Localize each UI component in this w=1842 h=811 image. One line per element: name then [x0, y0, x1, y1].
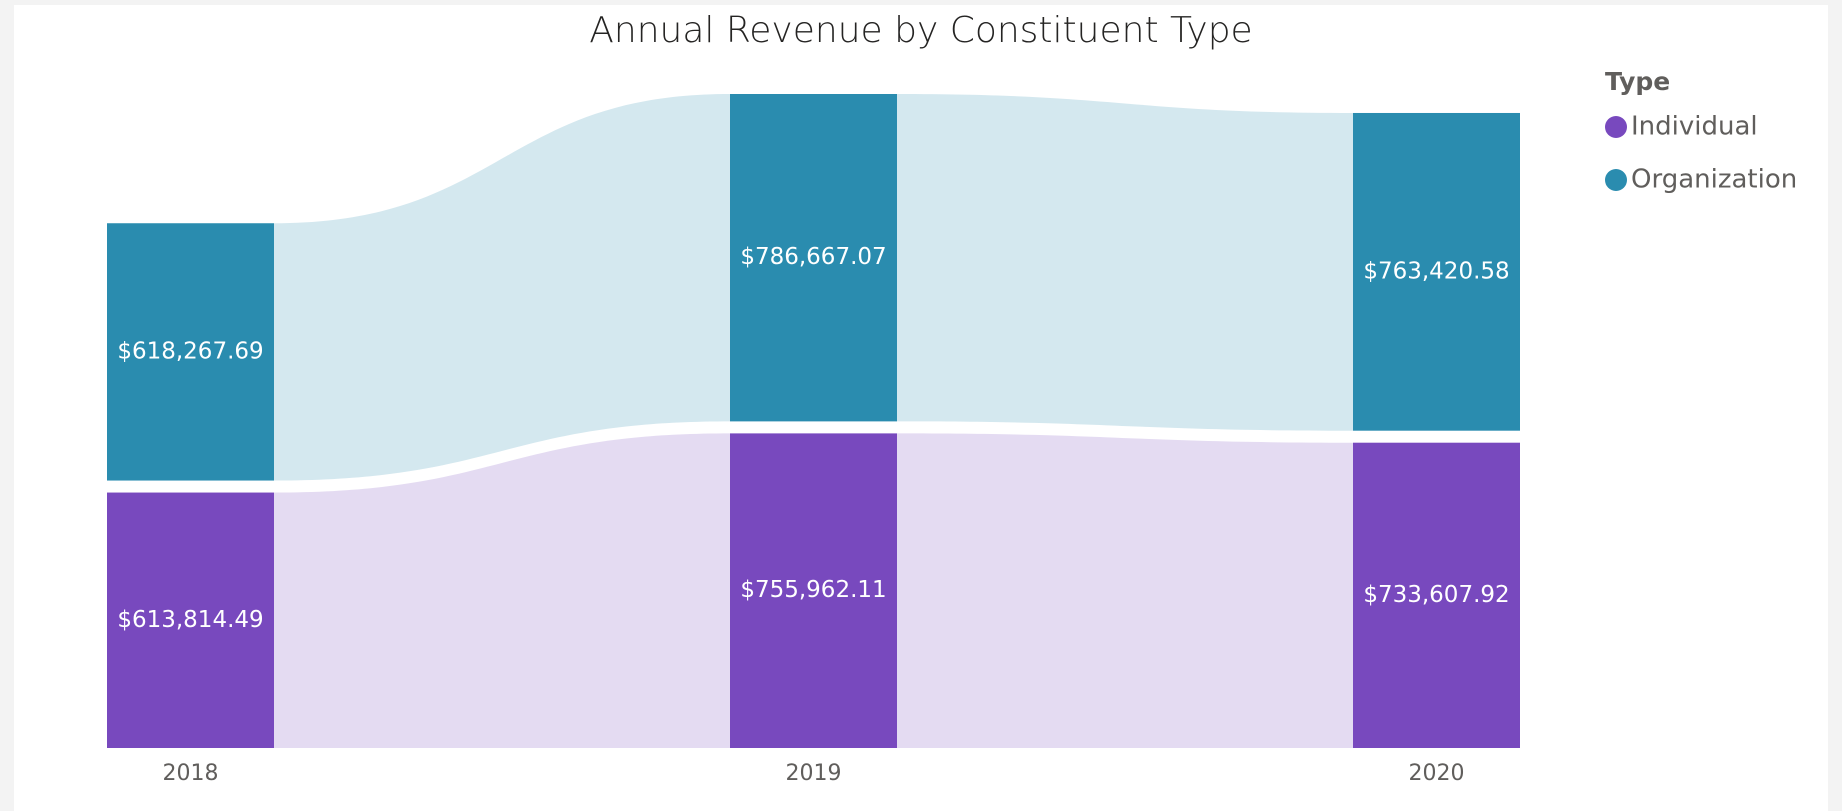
- legend-marker: [1605, 116, 1627, 138]
- ribbon: [897, 433, 1353, 748]
- bar-segment: [1353, 112, 1520, 431]
- bar-segment: [730, 94, 897, 422]
- bar-segment: [107, 492, 274, 748]
- legend-label: Organization: [1631, 165, 1797, 195]
- data-label: $763,420.58: [1363, 258, 1509, 284]
- data-label: $618,267.69: [117, 338, 263, 364]
- panel: [14, 5, 1828, 811]
- legend-label: Individual: [1631, 112, 1758, 142]
- data-label: $786,667.07: [740, 244, 886, 270]
- ribbon: [274, 433, 730, 748]
- ribbon: [274, 94, 730, 481]
- ribbons: [274, 94, 1353, 748]
- x-tick-label: 2020: [1409, 761, 1465, 786]
- x-tick-label: 2018: [163, 761, 219, 786]
- ribbon: [897, 94, 1353, 431]
- bar-segment: [730, 433, 897, 748]
- bar-segment: [1353, 442, 1520, 748]
- data-label: $733,607.92: [1363, 582, 1509, 608]
- chart-title: Annual Revenue by Constituent Type: [589, 10, 1252, 51]
- legend-marker: [1605, 169, 1627, 191]
- data-label: $613,814.49: [117, 607, 263, 633]
- data-label: $755,962.11: [740, 577, 886, 603]
- legend-title: Type: [1605, 67, 1670, 96]
- x-tick-label: 2019: [786, 761, 842, 786]
- bar-segment: [107, 223, 274, 481]
